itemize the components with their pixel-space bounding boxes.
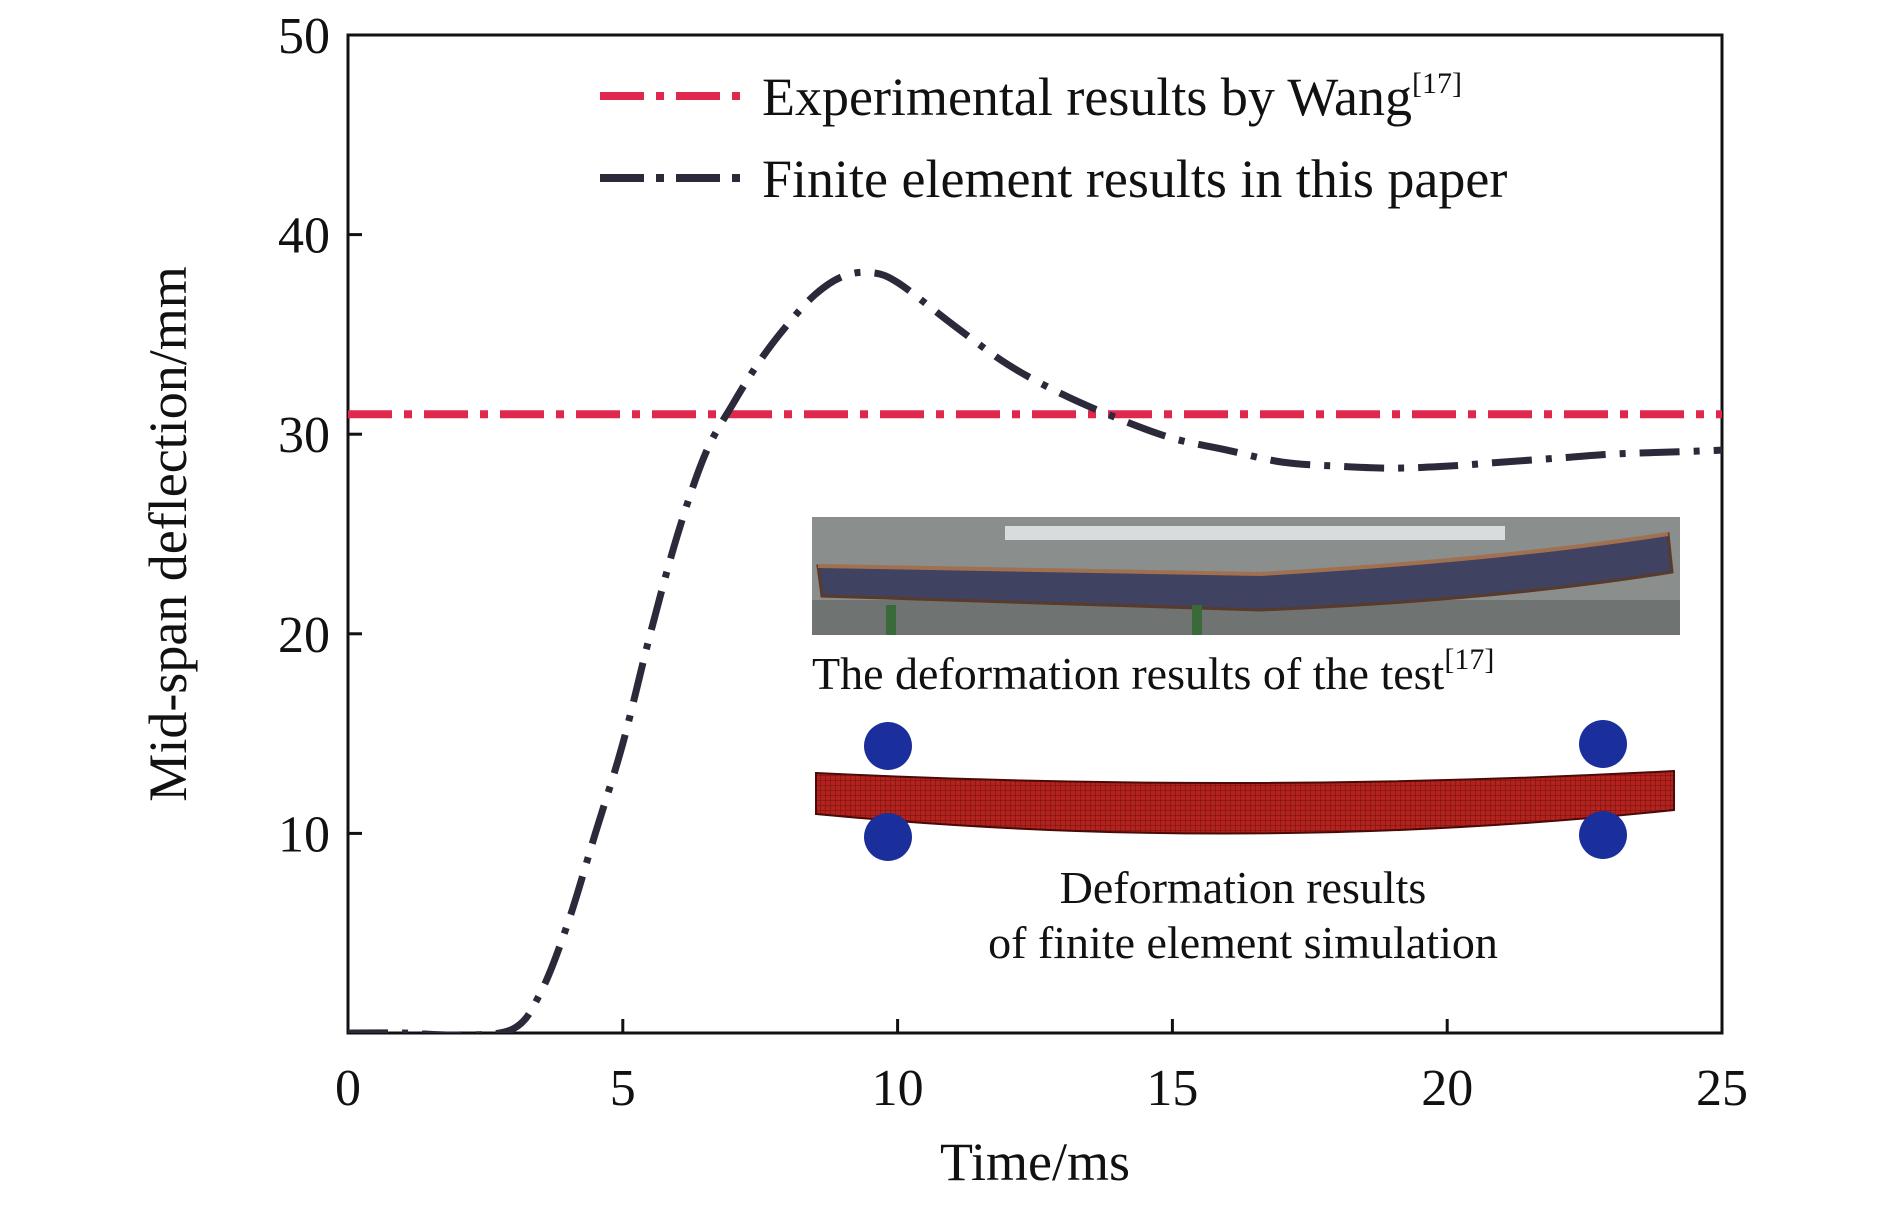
x-tick-label: 25: [1696, 1060, 1748, 1117]
x-tick-label: 10: [872, 1060, 924, 1117]
photo-support-left: [886, 605, 896, 635]
fe-support-top-left: [864, 722, 912, 770]
x-tick-label: 15: [1146, 1060, 1198, 1117]
fe-caption-line1: Deformation results: [1060, 862, 1427, 913]
fe-simulation-inset: [815, 720, 1675, 861]
photo-ruler: [1005, 526, 1505, 540]
test-photo-inset: [812, 517, 1680, 635]
x-axis: 0 5 10 15 20 25: [335, 1019, 1748, 1117]
series-layer: [348, 268, 1722, 1033]
x-tick-label: 0: [335, 1060, 361, 1117]
plot-frame: [346, 33, 1724, 1035]
legend-label-fe: Finite element results in this paper: [762, 149, 1507, 209]
y-axis-title: Mid-span deflection/mm: [138, 266, 198, 801]
y-tick-label: 40: [278, 208, 330, 265]
series-line-fe: [348, 268, 1722, 1033]
x-tick-label: 5: [610, 1060, 636, 1117]
fe-support-bottom-right: [1579, 811, 1627, 859]
fe-caption-line2: of finite element simulation: [988, 917, 1498, 968]
fe-support-top-right: [1579, 720, 1627, 768]
legend-label-experimental: Experimental results by Wang[17]: [762, 67, 1462, 127]
y-tick-label: 10: [278, 806, 330, 863]
fe-beam-mesh: [815, 769, 1675, 835]
y-tick-label: 50: [278, 8, 330, 65]
y-axis: 10 20 30 40 50: [278, 8, 362, 863]
photo-support-right: [1192, 605, 1202, 635]
fe-support-bottom-left: [864, 813, 912, 861]
photo-beam-flange: [817, 532, 1669, 577]
y-tick-label: 30: [278, 407, 330, 464]
x-axis-title: Time/ms: [940, 1132, 1130, 1192]
y-tick-label: 20: [278, 607, 330, 664]
x-tick-label: 20: [1421, 1060, 1473, 1117]
legend: Experimental results by Wang[17] Finite …: [600, 67, 1507, 209]
test-caption: The deformation results of the test[17]: [812, 643, 1494, 699]
